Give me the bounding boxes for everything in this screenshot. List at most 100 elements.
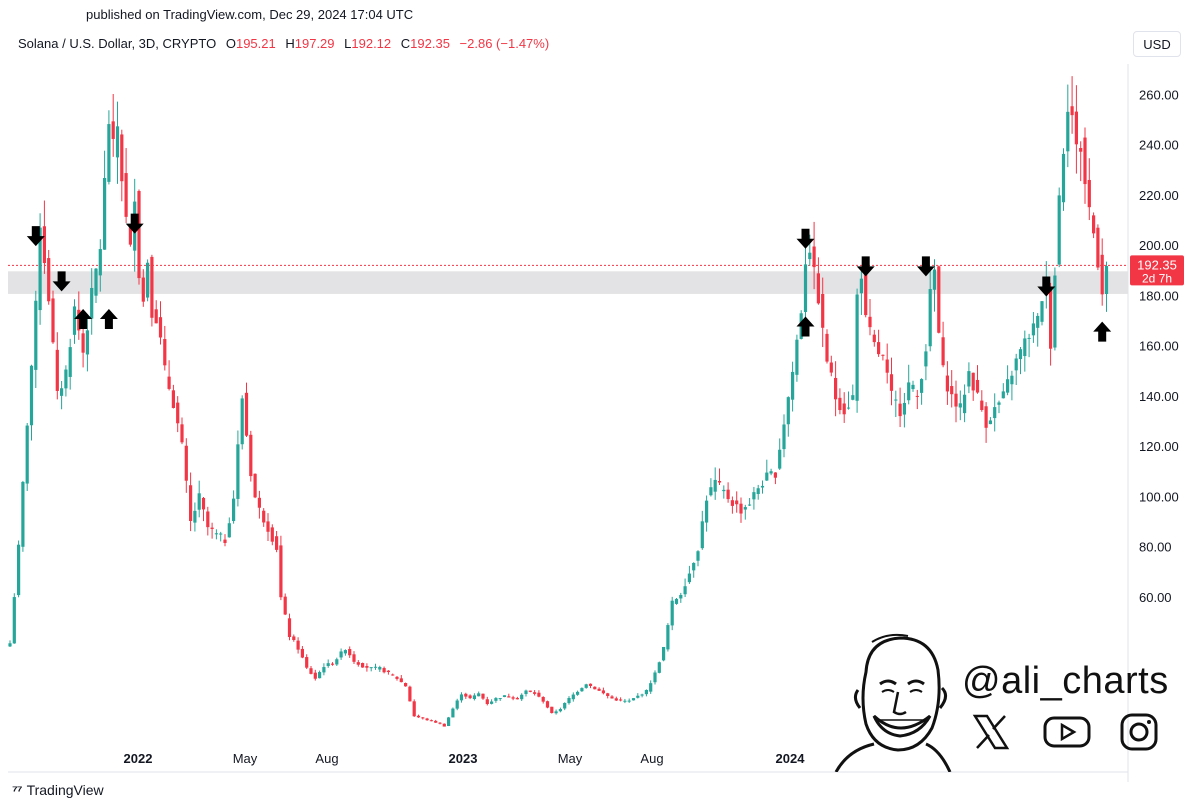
down-arrow-icon xyxy=(52,271,71,292)
candle xyxy=(107,110,111,185)
candle xyxy=(55,332,59,400)
down-arrow-icon xyxy=(125,213,144,234)
candle xyxy=(266,513,270,542)
candle xyxy=(17,540,21,598)
candle xyxy=(846,391,851,410)
candle xyxy=(391,673,395,676)
candle xyxy=(434,719,438,723)
candle xyxy=(898,387,902,428)
x-tick-label: 2023 xyxy=(449,751,478,766)
arrows-layer xyxy=(26,213,1112,342)
change-value: −2.86 (−1.47%) xyxy=(459,36,550,51)
down-arrow-icon xyxy=(796,228,815,249)
candle xyxy=(442,723,446,727)
candle xyxy=(330,662,335,666)
x-icon[interactable] xyxy=(970,712,1012,752)
candle xyxy=(1104,261,1109,312)
candle xyxy=(335,657,339,666)
ali-charts-handle: @ali_charts xyxy=(962,660,1169,702)
up-arrow-icon xyxy=(796,316,815,337)
x-tick-label: 2022 xyxy=(124,751,153,766)
candle xyxy=(692,562,696,578)
candle xyxy=(829,355,833,377)
candle xyxy=(1087,158,1091,221)
tradingview-brand[interactable]: ⁷⁷ TradingView xyxy=(12,782,104,798)
candle xyxy=(90,268,94,335)
candle xyxy=(696,550,700,567)
instagram-icon[interactable] xyxy=(1118,712,1160,752)
candle xyxy=(842,392,846,423)
candle xyxy=(950,370,954,408)
candle xyxy=(975,365,980,394)
chart-grid xyxy=(8,64,1129,782)
candle xyxy=(141,269,145,307)
currency-button[interactable]: USD xyxy=(1133,31,1181,57)
candle xyxy=(653,670,657,685)
y-tick-label: 260.00 xyxy=(1139,87,1179,102)
candle xyxy=(201,496,206,522)
y-tick-label: 240.00 xyxy=(1139,138,1179,153)
candle xyxy=(610,695,614,699)
candle xyxy=(705,495,709,532)
candle xyxy=(533,690,537,696)
candle xyxy=(176,396,180,433)
price-tag-value: 192.35 xyxy=(1137,257,1177,272)
youtube-icon[interactable] xyxy=(1042,712,1092,752)
candle xyxy=(666,623,670,652)
candle xyxy=(881,354,885,361)
candle xyxy=(455,698,459,711)
candle xyxy=(111,93,115,157)
candle xyxy=(1018,347,1023,375)
candle xyxy=(644,689,648,697)
candle xyxy=(760,480,765,494)
candle xyxy=(528,690,532,693)
y-tick-label: 100.00 xyxy=(1139,489,1179,504)
candle xyxy=(937,265,941,334)
candle xyxy=(507,693,511,698)
candle xyxy=(322,663,326,676)
candle xyxy=(214,529,218,540)
candle xyxy=(773,472,777,485)
face-sketch-icon xyxy=(834,633,952,772)
candle xyxy=(920,378,924,405)
candle xyxy=(197,480,201,518)
candle xyxy=(158,301,163,345)
candle xyxy=(1014,353,1018,385)
candle xyxy=(537,690,541,698)
candle xyxy=(339,648,343,660)
x-tick-label: 2024 xyxy=(776,751,806,766)
candle xyxy=(249,430,253,482)
candle xyxy=(232,490,236,524)
candle xyxy=(576,690,580,696)
price-tag-countdown: 2d 7h xyxy=(1142,271,1172,285)
candle xyxy=(468,694,472,700)
candle xyxy=(296,637,300,654)
open-label: O xyxy=(225,36,236,51)
candle xyxy=(64,365,68,397)
candle xyxy=(614,696,618,701)
candle xyxy=(597,687,601,692)
candle xyxy=(154,300,158,324)
candle xyxy=(584,683,588,689)
candle xyxy=(451,707,455,718)
up-arrow-icon xyxy=(1093,321,1112,342)
candle xyxy=(795,334,799,382)
candle xyxy=(782,414,786,458)
candle xyxy=(606,692,610,699)
candle xyxy=(980,390,984,412)
candle xyxy=(236,430,240,507)
candle xyxy=(1061,148,1066,211)
candle xyxy=(210,522,214,539)
candle xyxy=(812,221,816,290)
candle xyxy=(38,213,42,325)
candle xyxy=(81,328,85,368)
x-tick-label: May xyxy=(233,751,258,766)
candle xyxy=(240,395,244,450)
candle xyxy=(356,660,360,667)
x-tick-label: Aug xyxy=(315,751,338,766)
x-tick-label: May xyxy=(558,751,583,766)
candle xyxy=(412,699,416,717)
candle xyxy=(12,593,16,644)
candle xyxy=(416,714,421,718)
